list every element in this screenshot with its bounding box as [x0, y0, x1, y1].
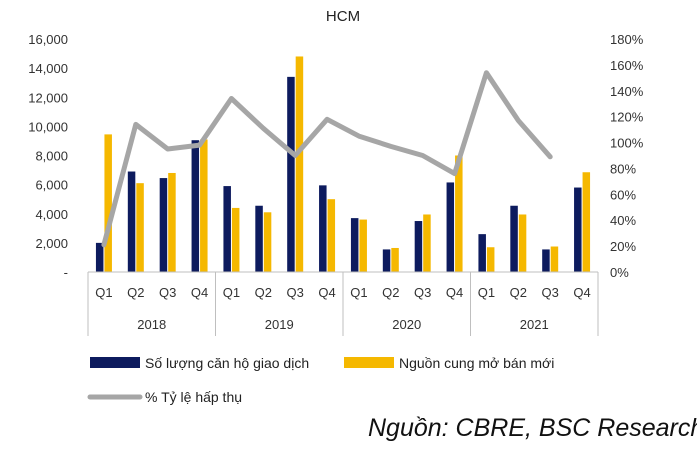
legend-label-transactions: Số lượng căn hộ giao dịch [145, 355, 309, 371]
bar-new-supply [104, 134, 112, 272]
right-tick-label: 0% [610, 265, 629, 280]
bar-new-supply [582, 172, 591, 272]
left-tick-label: - [64, 265, 68, 280]
bar-transactions [287, 76, 295, 272]
bar-transactions [159, 178, 168, 272]
right-tick-label: 160% [610, 58, 644, 73]
quarter-label: Q4 [318, 285, 335, 300]
source-note: Nguồn: CBRE, BSC Research [368, 414, 697, 442]
line-series-group [101, 70, 553, 248]
right-tick-label: 80% [610, 161, 636, 176]
legend-swatch-transactions [90, 357, 140, 368]
quarter-label: Q1 [95, 285, 112, 300]
left-tick-label: 2,000 [35, 236, 68, 251]
legend-label-absorption: % Tỷ lệ hấp thụ [145, 389, 242, 405]
quarter-label: Q3 [159, 285, 176, 300]
bar-transactions [350, 218, 359, 272]
bar-transactions [510, 205, 518, 272]
year-label: 2019 [265, 317, 294, 332]
bar-transactions [574, 187, 582, 272]
bar-new-supply [423, 214, 431, 272]
quarter-label: Q4 [191, 285, 208, 300]
year-label: 2018 [137, 317, 166, 332]
left-tick-label: 14,000 [28, 61, 68, 76]
bar-new-supply [359, 219, 367, 272]
quarter-label: Q3 [542, 285, 559, 300]
bar-new-supply [231, 207, 240, 272]
left-tick-label: 8,000 [35, 149, 68, 164]
bar-transactions [542, 249, 550, 272]
left-tick-label: 12,000 [28, 90, 68, 105]
left-axis-ticks: - 2,000 4,000 6,000 8,000 10,000 12,000 14,000 1… [28, 32, 68, 280]
x-axis: Q1 Q2 Q3 Q4 Q1 Q2 Q3 Q4 Q1 Q2 Q3 Q4 Q1 Q2 Q3 Q4 2018 2019… [87, 271, 599, 336]
bar-new-supply [295, 56, 304, 272]
quarter-label: Q2 [510, 285, 527, 300]
left-tick-label: 10,000 [28, 119, 68, 134]
left-tick-label: 16,000 [28, 32, 68, 47]
left-tick-label: 4,000 [35, 207, 68, 222]
absorption-line [101, 70, 553, 248]
bar-transactions [223, 186, 231, 272]
bar-new-supply [391, 247, 399, 272]
bar-new-supply [263, 212, 272, 272]
quarter-label: Q2 [255, 285, 272, 300]
right-tick-label: 120% [610, 110, 644, 125]
right-axis-ticks: 0% 20% 40% 60% 80% 100% 120% 140% 160% 180% [610, 32, 644, 280]
right-tick-label: 100% [610, 136, 644, 151]
bar-new-supply [518, 214, 527, 272]
bar-transactions [446, 182, 455, 272]
year-label: 2020 [392, 317, 421, 332]
chart-title: HCM [326, 8, 360, 25]
bar-transactions [95, 242, 104, 272]
bar-transactions [255, 205, 263, 272]
quarter-label: Q1 [223, 285, 240, 300]
legend-label-new-supply: Nguồn cung mở bán mới [399, 355, 554, 371]
quarter-label: Q3 [287, 285, 304, 300]
bar-new-supply [136, 183, 144, 272]
legend-swatch-new-supply [344, 357, 394, 368]
right-tick-label: 40% [610, 213, 636, 228]
quarter-label: Q4 [446, 285, 463, 300]
bar-new-supply [200, 139, 208, 272]
year-label: 2021 [520, 317, 549, 332]
quarter-label: Q4 [573, 285, 590, 300]
bar-transactions [319, 185, 327, 272]
right-tick-label: 180% [610, 32, 644, 47]
quarter-label: Q2 [127, 285, 144, 300]
quarter-label: Q1 [350, 285, 367, 300]
right-tick-label: 140% [610, 84, 644, 99]
bar-new-supply [486, 247, 495, 272]
bar-new-supply [327, 199, 336, 272]
quarter-label: Q2 [382, 285, 399, 300]
bar-transactions [414, 221, 423, 272]
left-tick-label: 6,000 [35, 178, 68, 193]
quarter-label: Q1 [478, 285, 495, 300]
bar-new-supply [455, 155, 463, 272]
right-tick-label: 20% [610, 239, 636, 254]
bar-new-supply [550, 246, 559, 272]
bar-new-supply [168, 172, 176, 272]
right-tick-label: 60% [610, 187, 636, 202]
bar-series-group [95, 56, 591, 272]
bar-transactions [191, 140, 200, 272]
bar-transactions [127, 171, 136, 272]
bar-transactions [382, 249, 391, 272]
bar-transactions [478, 234, 486, 272]
quarter-label: Q3 [414, 285, 431, 300]
